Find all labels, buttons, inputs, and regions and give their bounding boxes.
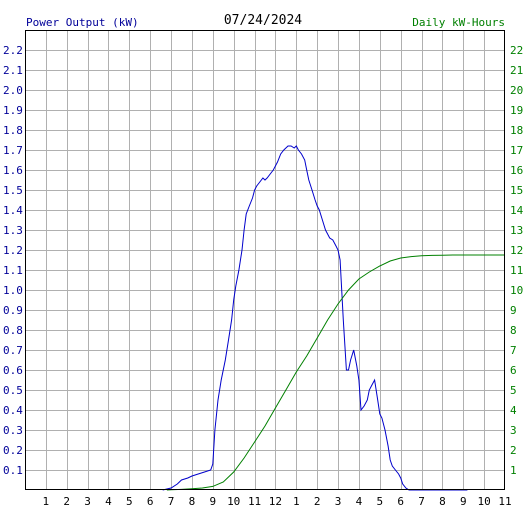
left-tick-label: 0.4 xyxy=(3,404,23,417)
series-lines xyxy=(162,145,505,491)
right-tick-label: 5 xyxy=(510,384,517,397)
x-tick-label: 6 xyxy=(147,495,154,508)
x-tick-label: 4 xyxy=(105,495,112,508)
left-tick-label: 2.2 xyxy=(3,44,23,57)
left-tick-label: 0.5 xyxy=(3,384,23,397)
left-tick-label: 1.3 xyxy=(3,224,23,237)
right-tick-label: 19 xyxy=(510,104,523,117)
left-tick-label: 1.6 xyxy=(3,164,23,177)
right-tick-label: 3 xyxy=(510,424,517,437)
right-tick-label: 18 xyxy=(510,124,523,137)
daily-kwh-line xyxy=(166,254,505,491)
left-tick-labels: 0.1 0.2 0.3 0.4 0.5 0.6 0.7 0.8 0.9 1.0 1.1 1.2 1.3 1… xyxy=(3,44,23,477)
x-tick-label: 9 xyxy=(210,495,217,508)
right-tick-label: 17 xyxy=(510,144,523,157)
right-tick-label: 10 xyxy=(510,284,523,297)
right-tick-label: 14 xyxy=(510,204,524,217)
x-tick-label: 2 xyxy=(314,495,321,508)
right-tick-label: 13 xyxy=(510,224,523,237)
x-tick-label: 7 xyxy=(168,495,175,508)
left-tick-label: 2.1 xyxy=(3,64,23,77)
right-tick-label: 15 xyxy=(510,184,523,197)
left-tick-label: 1.2 xyxy=(3,244,23,257)
left-tick-label: 0.1 xyxy=(3,464,23,477)
x-tick-label: 12 xyxy=(269,495,282,508)
grid xyxy=(25,30,505,490)
x-tick-label: 6 xyxy=(397,495,404,508)
x-tick-label: 2 xyxy=(63,495,70,508)
left-tick-label: 1.7 xyxy=(3,144,23,157)
x-tick-label: 7 xyxy=(418,495,425,508)
right-tick-label: 16 xyxy=(510,164,523,177)
x-tick-label: 1 xyxy=(293,495,300,508)
right-tick-label: 4 xyxy=(510,404,517,417)
left-tick-label: 1.4 xyxy=(3,204,23,217)
x-tick-label: 5 xyxy=(126,495,133,508)
right-tick-label: 7 xyxy=(510,344,517,357)
left-tick-label: 1.0 xyxy=(3,284,23,297)
right-axis-title: Daily kW-Hours xyxy=(412,16,505,29)
x-tick-label: 1 xyxy=(43,495,50,508)
right-tick-label: 21 xyxy=(510,64,523,77)
left-tick-label: 0.3 xyxy=(3,424,23,437)
x-tick-label: 10 xyxy=(227,495,240,508)
right-tick-label: 22 xyxy=(510,44,523,57)
x-tick-label: 10 xyxy=(478,495,491,508)
x-tick-labels: 1 2 3 4 5 6 7 8 9 10 11 12 1 2 3 4 5 6 7 8 9 10 11 xyxy=(43,495,512,508)
x-tick-label: 3 xyxy=(335,495,342,508)
left-tick-label: 2.0 xyxy=(3,84,23,97)
left-tick-label: 0.7 xyxy=(3,344,23,357)
x-tick-label: 8 xyxy=(189,495,196,508)
right-tick-label: 1 xyxy=(510,464,517,477)
right-tick-label: 6 xyxy=(510,364,517,377)
x-tick-label: 4 xyxy=(356,495,363,508)
right-tick-label: 9 xyxy=(510,304,517,317)
left-tick-label: 0.2 xyxy=(3,444,23,457)
left-tick-label: 0.6 xyxy=(3,364,23,377)
right-tick-label: 8 xyxy=(510,324,517,337)
power-output-line xyxy=(162,145,468,491)
right-tick-label: 2 xyxy=(510,444,517,457)
left-tick-label: 1.5 xyxy=(3,184,23,197)
plot-frame xyxy=(25,30,505,490)
right-tick-label: 20 xyxy=(510,84,523,97)
x-tick-label: 3 xyxy=(84,495,91,508)
x-tick-label: 11 xyxy=(498,495,511,508)
left-tick-label: 1.1 xyxy=(3,264,23,277)
x-tick-label: 9 xyxy=(460,495,467,508)
left-axis-title: Power Output (kW) xyxy=(26,16,139,29)
chart-date: 07/24/2024 xyxy=(224,13,302,28)
x-tick-label: 8 xyxy=(439,495,446,508)
right-tick-label: 11 xyxy=(510,264,523,277)
right-tick-label: 12 xyxy=(510,244,523,257)
left-tick-label: 0.8 xyxy=(3,324,23,337)
x-tick-label: 5 xyxy=(376,495,383,508)
left-tick-label: 1.9 xyxy=(3,104,23,117)
x-tick-label: 11 xyxy=(248,495,261,508)
left-tick-label: 0.9 xyxy=(3,304,23,317)
left-tick-label: 1.8 xyxy=(3,124,23,137)
